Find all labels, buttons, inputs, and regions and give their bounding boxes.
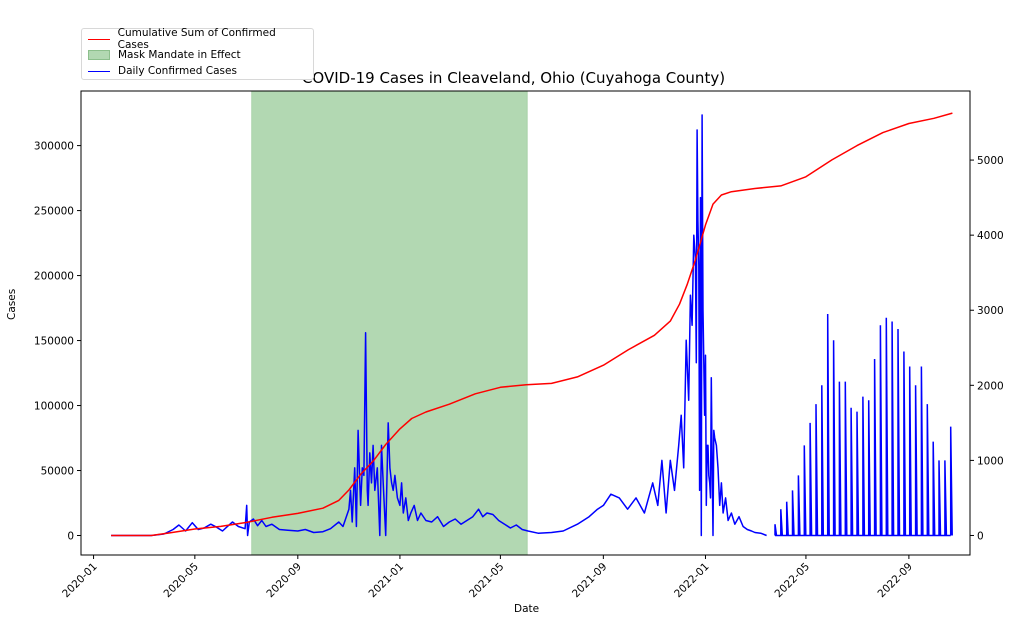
y2-tick-label: 5000: [977, 155, 1004, 167]
x-tick-label: 2021-01: [367, 561, 407, 601]
legend-entry-daily: Daily Confirmed Cases: [88, 63, 307, 79]
y2-tick-label: 2000: [977, 380, 1004, 392]
mask-mandate-region-layer: [251, 90, 528, 556]
x-tick-label: 2022-01: [672, 561, 712, 601]
series-layer: [111, 112, 953, 537]
cumulative-cases-line: [111, 112, 953, 537]
legend-entry-cumulative: Cumulative Sum of Confirmed Cases: [88, 27, 307, 51]
y-tick-label: 50000: [41, 466, 74, 478]
x-tick-label: 2021-05: [467, 561, 507, 601]
x-tick-label: 2020-05: [161, 561, 201, 601]
y2-tick-label: 0: [977, 530, 984, 542]
y-tick-label: 250000: [34, 206, 74, 218]
legend-swatch-mask-mandate: [88, 50, 110, 60]
plot-area: [80, 90, 971, 556]
y-tick-label: 100000: [34, 401, 74, 413]
x-axis-label: Date: [514, 603, 540, 615]
legend-swatch-daily: [88, 70, 110, 72]
legend-label-mask-mandate: Mask Mandate in Effect: [118, 49, 241, 61]
daily-cases-weekly-spikes: [774, 313, 953, 537]
x-tick-label: 2020-09: [264, 561, 304, 601]
y-tick-label: 0: [67, 531, 74, 543]
y2-tick-label: 4000: [977, 230, 1004, 242]
y2-tick-label: 3000: [977, 305, 1004, 317]
x-tick-label: 2021-09: [570, 561, 610, 601]
x-tick-label: 2022-05: [773, 561, 813, 601]
y-tick-label: 300000: [34, 141, 74, 153]
y-axis-label: Cases: [6, 288, 18, 320]
y-tick-label: 150000: [34, 336, 74, 348]
legend-swatch-cumulative: [88, 38, 110, 40]
chart-title: COVID-19 Cases in Cleaveland, Ohio (Cuya…: [301, 69, 726, 87]
legend-label-cumulative: Cumulative Sum of Confirmed Cases: [117, 27, 276, 51]
x-tick-label: 2022-09: [876, 561, 916, 601]
y2-tick-label: 1000: [977, 455, 1004, 467]
daily-cases-line: [111, 114, 767, 537]
y-tick-label: 200000: [34, 271, 74, 283]
legend-entry-mask-mandate: Mask Mandate in Effect: [88, 47, 307, 63]
x-tick-label: 2020-01: [60, 561, 100, 601]
mask-mandate-region: [251, 90, 528, 556]
legend-label-daily: Daily Confirmed Cases: [118, 65, 237, 77]
legend: Cumulative Sum of Confirmed Cases Mask M…: [81, 27, 314, 80]
